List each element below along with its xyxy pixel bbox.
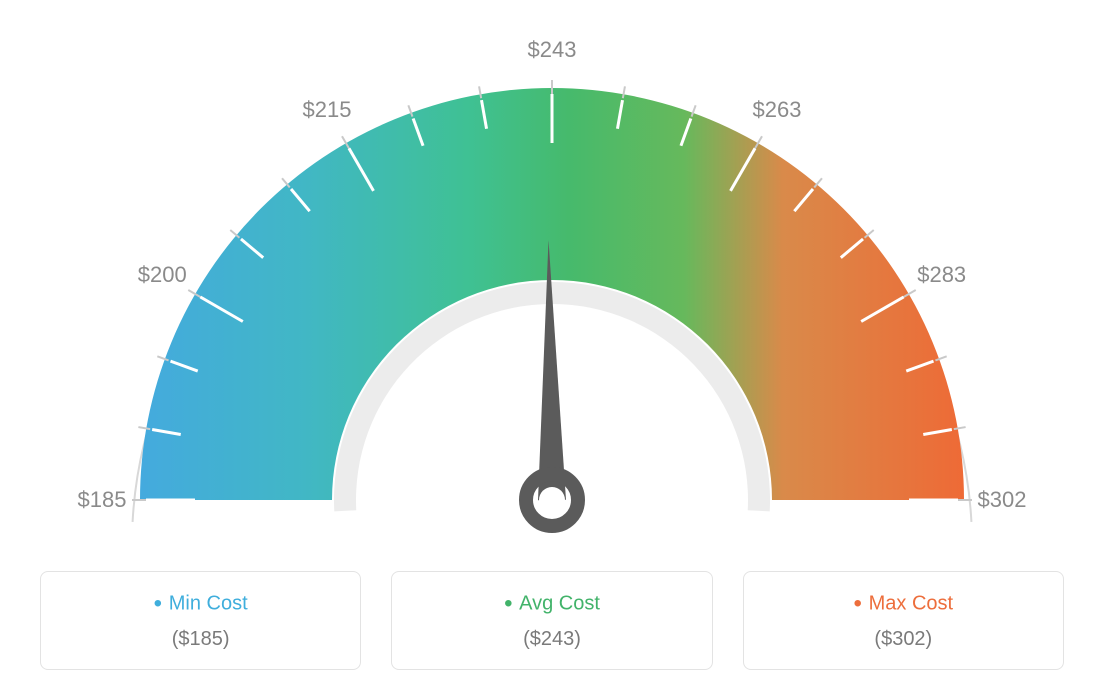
gauge-chart: $185 $200 $215 $243 $263 $283 $302 (0, 0, 1104, 560)
legend-max-card: Max Cost ($302) (743, 571, 1064, 670)
gauge-tick-label: $263 (753, 97, 802, 123)
legend-avg-value: ($243) (402, 628, 701, 651)
gauge-tick-label: $302 (978, 487, 1027, 513)
gauge-tick-label: $200 (138, 262, 187, 288)
legend-row: Min Cost ($185) Avg Cost ($243) Max Cost… (0, 571, 1104, 670)
gauge-tick-label: $283 (917, 262, 966, 288)
legend-avg-card: Avg Cost ($243) (391, 571, 712, 670)
legend-min-value: ($185) (51, 628, 350, 651)
gauge-tick-label: $215 (303, 97, 352, 123)
gauge-tick-label: $243 (528, 37, 577, 63)
legend-avg-title: Avg Cost (402, 590, 701, 618)
legend-min-card: Min Cost ($185) (40, 571, 361, 670)
legend-min-title: Min Cost (51, 590, 350, 618)
legend-max-title: Max Cost (754, 590, 1053, 618)
gauge-tick-label: $185 (78, 487, 127, 513)
cost-gauge-widget: $185 $200 $215 $243 $263 $283 $302 Min Cost ($… (0, 0, 1104, 690)
legend-max-value: ($302) (754, 628, 1053, 651)
